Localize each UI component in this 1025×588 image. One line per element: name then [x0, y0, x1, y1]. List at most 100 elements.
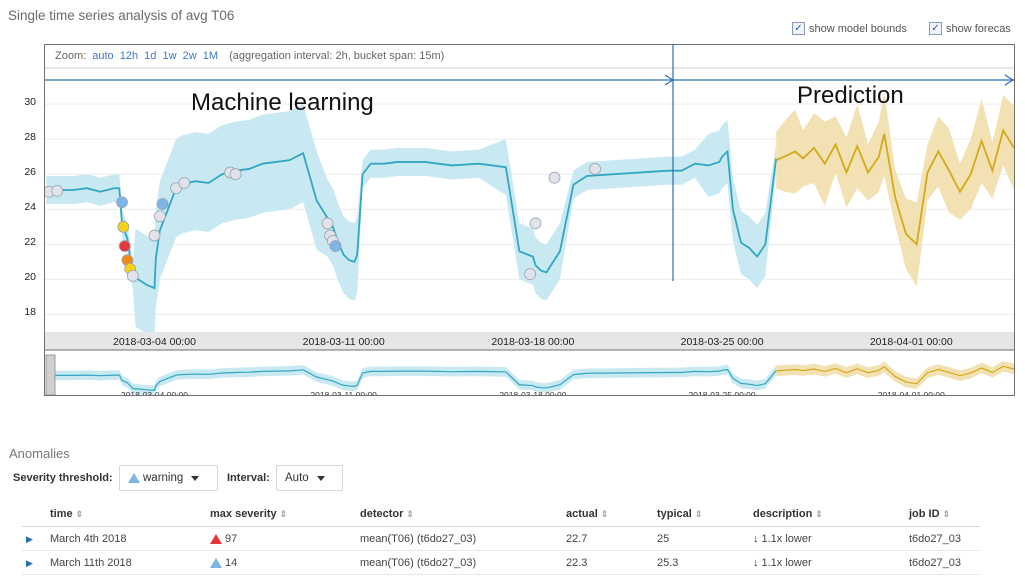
sort-icon[interactable]: ⇕ [815, 509, 823, 519]
zoom-1d-link[interactable]: 1d [144, 50, 157, 62]
column-header-typical[interactable]: typical ⇕ [653, 502, 749, 527]
zoom-label: Zoom: [55, 50, 87, 62]
y-tick-label: 22 [24, 236, 36, 249]
actual-series-line [46, 149, 778, 290]
column-header-actual[interactable]: actual ⇕ [562, 502, 653, 527]
severity-threshold-select[interactable]: warning [119, 465, 218, 491]
brush-handle[interactable] [45, 354, 56, 395]
interval-label: Interval: [227, 472, 270, 484]
checkbox-checked-icon[interactable]: ✓ [792, 22, 805, 35]
column-header-time[interactable]: time ⇕ [46, 502, 206, 527]
forecast-series-line [775, 128, 1014, 247]
context-x-tick-label: 2018-04-01 00:00 [878, 390, 945, 395]
anomaly-marker [126, 269, 139, 282]
severity-threshold-label: Severity threshold: [13, 472, 113, 484]
y-tick-label: 30 [24, 96, 36, 109]
table-row[interactable]: ▶ March 11th 2018 14 mean(T06) (t6do27_0… [22, 550, 980, 575]
sort-icon[interactable]: ⇕ [75, 509, 84, 519]
page-title: Single time series analysis of avg T06 [8, 8, 235, 23]
anomaly-marker [153, 210, 166, 223]
cell-time: March 4th 2018 [46, 526, 206, 551]
cell-max-severity: 14 [206, 550, 356, 575]
critical-severity-icon [210, 533, 222, 544]
interval-value: Auto [285, 472, 309, 484]
anomaly-marker [117, 220, 130, 233]
column-header-job-id[interactable]: job ID ⇕ [905, 502, 980, 527]
time-series-chart[interactable]: Machine learning Prediction 2018-03-04 0… [45, 45, 1014, 395]
model-bounds-band [46, 104, 777, 338]
show-model-bounds-checkbox[interactable]: ✓ show model bounds [792, 22, 907, 35]
forecast-bounds-band [776, 91, 1014, 287]
anomaly-marker [156, 198, 169, 210]
anomaly-marker [529, 217, 542, 230]
arrowhead-icon [1004, 74, 1014, 86]
cell-job-id: t6do27_03 [905, 550, 980, 575]
anomalies-heading: Anomalies [9, 446, 70, 461]
cell-job-id: t6do27_03 [905, 526, 980, 551]
zoom-auto-link[interactable]: auto [92, 50, 114, 62]
cell-typical: 25.3 [653, 550, 749, 575]
zoom-1m-link[interactable]: 1M [202, 50, 218, 62]
context-chart[interactable] [46, 361, 1014, 395]
chevron-down-icon [316, 475, 325, 481]
anomalies-table: time ⇕ max severity ⇕ detector ⇕ actual ⇕ ty… [22, 502, 980, 575]
cell-actual: 22.3 [562, 550, 653, 575]
sort-icon[interactable]: ⇕ [600, 509, 609, 519]
anomaly-marker [321, 217, 334, 230]
anomaly-marker [524, 268, 537, 281]
expand-row-icon[interactable]: ▶ [26, 533, 33, 544]
column-header-description[interactable]: description ⇕ [749, 502, 905, 527]
zoom-12h-link[interactable]: 12h [119, 50, 139, 62]
warning-severity-icon [210, 557, 222, 568]
show-forecast-checkbox[interactable]: ✓ show forecas [929, 22, 1011, 35]
show-model-bounds-label: show model bounds [809, 22, 907, 35]
annotation-overlay: Machine learning Prediction [45, 45, 1014, 281]
sort-icon[interactable]: ⇕ [694, 509, 703, 519]
x-tick-label: 2018-04-01 00:00 [870, 336, 953, 348]
y-tick-label: 26 [24, 166, 36, 179]
column-header-max-severity[interactable]: max severity ⇕ [206, 502, 356, 527]
chart-frame: Zoom: auto 12h 1d 1w 2w 1M (aggregation … [44, 44, 1015, 396]
series-lines [46, 128, 1014, 290]
anomaly-marker [148, 229, 161, 242]
sort-icon[interactable]: ⇕ [279, 509, 288, 519]
zoom-bar: Zoom: auto 12h 1d 1w 2w 1M (aggregation … [55, 50, 444, 62]
show-forecast-label: show forecas [946, 22, 1011, 35]
x-tick-label: 2018-03-04 00:00 [113, 336, 196, 348]
y-tick-label: 18 [24, 306, 36, 319]
column-header-detector[interactable]: detector ⇕ [356, 502, 562, 527]
context-x-tick-label: 2018-03-18 00:00 [499, 390, 566, 395]
sort-icon[interactable]: ⇕ [406, 509, 414, 519]
cell-detector: mean(T06) (t6do27_03) [356, 550, 562, 575]
model-bounds [46, 91, 1014, 338]
expander-column-header [22, 502, 46, 527]
cell-actual: 22.7 [562, 526, 653, 551]
anomaly-marker [329, 240, 342, 252]
cell-description: ↓ 1.1x lower [749, 550, 905, 575]
context-forecast-line [776, 365, 1014, 385]
anomaly-marker [229, 168, 242, 181]
sort-icon[interactable]: ⇕ [942, 509, 951, 519]
expand-row-icon[interactable]: ▶ [26, 557, 33, 568]
context-x-tick-label: 2018-03-11 00:00 [310, 390, 377, 395]
table-row[interactable]: ▶ March 4th 2018 97 mean(T06) (t6do27_03… [22, 526, 980, 551]
arrow-down-icon: ↓ [753, 556, 759, 569]
cell-description: ↓ 1.1x lower [749, 526, 905, 551]
zoom-2w-link[interactable]: 2w [182, 50, 197, 62]
warning-triangle-icon [128, 473, 140, 483]
checkbox-checked-icon[interactable]: ✓ [929, 22, 942, 35]
anomaly-marker [51, 184, 64, 197]
severity-threshold-value: warning [143, 472, 184, 484]
x-tick-label: 2018-03-18 00:00 [491, 336, 574, 348]
anomaly-marker [118, 240, 131, 252]
x-tick-label: 2018-03-25 00:00 [681, 336, 764, 348]
interval-select[interactable]: Auto [276, 465, 343, 491]
chevron-down-icon [191, 475, 200, 481]
x-axis-ticks: 2018-03-04 00:00 2018-03-11 00:00 2018-03-… [113, 336, 953, 348]
zoom-1w-link[interactable]: 1w [162, 50, 177, 62]
prediction-label: Prediction [797, 82, 904, 109]
cell-detector: mean(T06) (t6do27_03) [356, 526, 562, 551]
arrow-down-icon: ↓ [753, 532, 759, 545]
aggregation-info: (aggregation interval: 2h, bucket span: … [229, 50, 445, 62]
x-tick-label: 2018-03-11 00:00 [303, 336, 385, 348]
